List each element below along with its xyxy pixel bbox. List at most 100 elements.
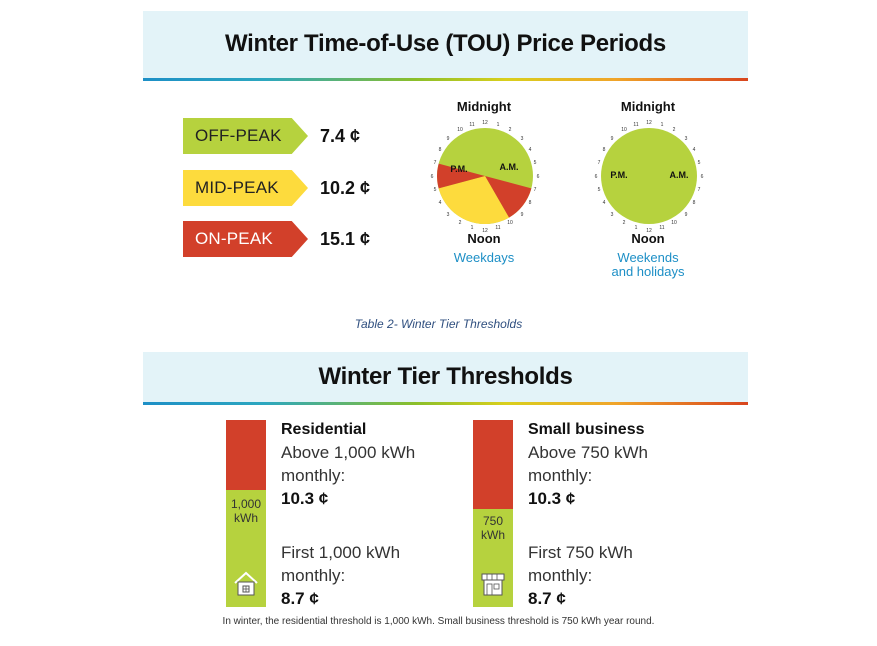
weekend-am-label: A.M. [670,170,689,180]
svg-text:1: 1 [661,122,664,128]
business-threshold-line1: 750 [482,514,504,528]
svg-text:1: 1 [497,122,500,128]
svg-text:6: 6 [701,174,704,180]
svg-text:3: 3 [611,212,614,218]
svg-text:10: 10 [671,220,677,226]
svg-text:2: 2 [623,220,626,226]
svg-text:7: 7 [434,160,437,166]
pm-on-peak-slice [437,163,485,189]
table-caption: Table 2- Winter Tier Thresholds [354,317,523,331]
off-peak-price: 7.4 ¢ [320,126,361,146]
svg-text:5: 5 [598,187,601,193]
residential-threshold-line2: kWh [234,511,258,525]
residential-lower-price: 8.7 ¢ [281,589,319,608]
weekday-clock: 12 111 210 39 48 57 66 75 84 93 102 111 1… [431,120,540,234]
svg-text:8: 8 [693,200,696,206]
svg-text:4: 4 [439,200,442,206]
business-lower-line2: monthly: [528,566,593,585]
weekend-clock: 12 111 210 39 48 57 66 75 84 93 102 111 1… [595,120,704,234]
weekend-clock-numbers: 12 111 210 39 48 57 66 75 84 93 102 111 1… [595,120,704,234]
mid-peak-price: 10.2 ¢ [320,178,371,198]
svg-text:8: 8 [439,147,442,153]
storefront-icon [481,573,505,596]
svg-text:8: 8 [529,200,532,206]
weekday-noon-label: Noon [467,231,501,246]
svg-text:2: 2 [459,220,462,226]
svg-text:3: 3 [685,136,688,142]
house-icon [234,571,258,596]
residential-threshold-line1: 1,000 [230,497,262,511]
on-peak-arrow: ON-PEAK [183,221,308,257]
gradient-rule [143,78,748,81]
residential-upper-line1: Above 1,000 kWh [281,443,416,462]
svg-text:6: 6 [431,174,434,180]
on-peak-price: 15.1 ¢ [320,229,371,249]
business-upper-bar [473,420,513,509]
weekday-pm-label: P.M. [450,164,467,174]
weekend-pm-label: P.M. [610,170,627,180]
off-peak-arrow: OFF-PEAK [183,118,308,154]
svg-text:4: 4 [529,147,532,153]
svg-text:7: 7 [534,187,537,193]
svg-text:12: 12 [482,120,488,126]
weekend-caption-line2: and holidays [611,264,685,279]
svg-text:2: 2 [673,127,676,133]
svg-text:3: 3 [521,136,524,142]
svg-text:9: 9 [611,136,614,142]
weekday-clock-numbers: 12 111 210 39 48 57 66 75 84 93 102 111 1… [431,120,540,234]
business-upper-price: 10.3 ¢ [528,489,576,508]
mid-peak-arrow: MID-PEAK [183,170,308,206]
svg-text:12: 12 [646,120,652,126]
svg-text:1: 1 [471,225,474,231]
weekday-am-label: A.M. [500,162,519,172]
business-threshold-line2: kWh [481,528,505,542]
svg-text:10: 10 [621,127,627,133]
svg-text:5: 5 [434,187,437,193]
tier-banner: Winter Tier Thresholds [143,352,748,405]
residential-upper-price: 10.3 ¢ [281,489,329,508]
business-upper-line2: monthly: [528,466,593,485]
footnote: In winter, the residential threshold is … [222,616,655,627]
svg-text:11: 11 [495,225,500,231]
business-upper-line1: Above 750 kWh [528,443,649,462]
svg-text:9: 9 [447,136,450,142]
svg-text:7: 7 [598,160,601,166]
tier-title: Winter Tier Thresholds [318,363,573,390]
svg-text:12: 12 [646,228,652,234]
residential-upper-line2: monthly: [281,466,346,485]
weekday-clock-slices [437,128,533,224]
svg-text:6: 6 [595,174,598,180]
residential-upper-bar [226,420,266,490]
residential-lower-line2: monthly: [281,566,346,585]
business-lower-line1: First 750 kWh [528,543,633,562]
weekday-caption: Weekdays [453,250,515,265]
svg-text:4: 4 [603,200,606,206]
svg-text:2: 2 [509,127,512,133]
residential-lower-line1: First 1,000 kWh [281,543,401,562]
svg-text:12: 12 [482,228,488,234]
svg-text:8: 8 [603,147,606,153]
gradient-rule [143,402,748,405]
svg-text:5: 5 [534,160,537,166]
svg-text:7: 7 [698,187,701,193]
svg-text:4: 4 [693,147,696,153]
svg-text:11: 11 [659,225,664,231]
svg-text:3: 3 [447,212,450,218]
tou-banner: Winter Time-of-Use (TOU) Price Periods [143,11,748,81]
svg-text:5: 5 [698,160,701,166]
svg-text:11: 11 [469,122,474,128]
svg-text:1: 1 [635,225,638,231]
am-on-peak-slice [485,176,532,218]
weekend-noon-label: Noon [631,231,665,246]
svg-text:6: 6 [537,174,540,180]
weekend-midnight-label: Midnight [620,99,676,114]
business-lower-price: 8.7 ¢ [528,589,566,608]
svg-text:10: 10 [507,220,513,226]
svg-text:9: 9 [685,212,688,218]
weekday-midnight-label: Midnight [456,99,512,114]
svg-text:11: 11 [633,122,638,128]
tou-title: Winter Time-of-Use (TOU) Price Periods [225,30,666,57]
weekend-caption-line1: Weekends [617,250,679,265]
svg-text:10: 10 [457,127,463,133]
mid-peak-slice [438,176,509,224]
